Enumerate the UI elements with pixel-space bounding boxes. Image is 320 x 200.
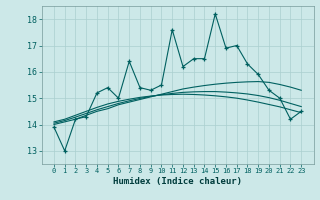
X-axis label: Humidex (Indice chaleur): Humidex (Indice chaleur) xyxy=(113,177,242,186)
